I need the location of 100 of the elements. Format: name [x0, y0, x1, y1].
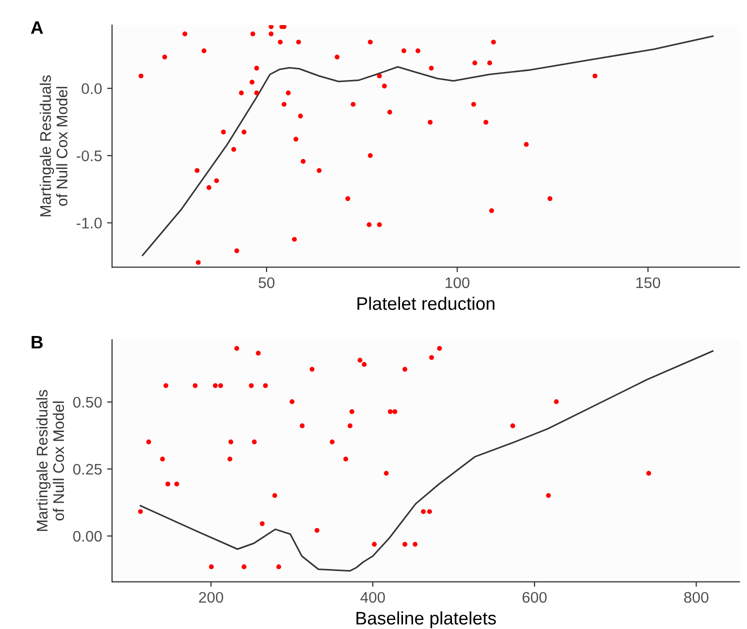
point — [268, 31, 274, 36]
point — [202, 48, 206, 54]
point — [348, 423, 352, 428]
point — [256, 350, 261, 356]
point — [298, 114, 303, 118]
point — [368, 153, 373, 158]
point — [300, 423, 305, 428]
x-axis-title: Baseline platelets — [356, 611, 496, 628]
point — [162, 54, 168, 60]
x-tick-label: 100 — [446, 277, 470, 288]
point — [238, 90, 244, 96]
point — [646, 470, 652, 476]
point — [276, 564, 282, 570]
y-tick-label: -1.0 — [76, 218, 102, 229]
point — [402, 366, 408, 372]
point — [242, 130, 246, 134]
point — [248, 383, 254, 388]
point — [314, 528, 320, 533]
point — [242, 564, 246, 570]
point — [330, 440, 335, 444]
point — [428, 120, 433, 125]
point — [234, 346, 240, 351]
point — [278, 40, 283, 45]
point — [427, 509, 432, 514]
point — [192, 383, 198, 388]
point — [362, 362, 367, 367]
point — [472, 60, 478, 66]
point — [350, 409, 354, 414]
x-tick-label: 400 — [360, 592, 385, 603]
point — [294, 136, 298, 142]
point — [272, 493, 278, 498]
point — [546, 493, 551, 498]
point — [164, 383, 168, 388]
point — [548, 196, 552, 202]
y-tick-label: -0.5 — [76, 150, 102, 162]
point — [334, 54, 340, 60]
point — [182, 31, 188, 36]
point — [524, 142, 529, 147]
point — [491, 40, 496, 45]
point — [487, 60, 492, 66]
point — [282, 102, 286, 107]
y-tick-label: 0.00 — [73, 530, 102, 542]
point — [345, 196, 350, 202]
point — [234, 248, 240, 254]
chart-title: B — [32, 336, 43, 348]
x-axis-title: Platelet reduction — [358, 296, 494, 310]
chart-title: A — [30, 21, 44, 34]
point — [377, 222, 382, 228]
point — [384, 470, 389, 476]
x-tick-label: 150 — [636, 277, 660, 288]
point — [206, 185, 212, 190]
point — [212, 383, 218, 388]
point — [218, 383, 224, 388]
point — [343, 456, 348, 462]
point — [489, 208, 494, 214]
point — [437, 346, 442, 351]
y-axis-title: Martingale Residuals of Null Cox Model — [40, 75, 68, 216]
point — [387, 110, 392, 115]
point — [290, 399, 294, 404]
point — [254, 90, 260, 96]
point — [310, 366, 314, 372]
point — [174, 482, 180, 486]
point — [138, 509, 143, 514]
point — [268, 25, 274, 30]
point — [250, 31, 256, 36]
y-tick-label: 0.0 — [82, 83, 102, 94]
point — [296, 40, 301, 45]
point — [263, 383, 268, 388]
point — [483, 120, 488, 125]
y-tick-label: 0.25 — [73, 464, 102, 475]
point — [260, 521, 265, 526]
point — [146, 440, 152, 444]
y-axis-title: Martingale Residuals of Null Cox Model — [36, 390, 64, 531]
point — [416, 48, 420, 54]
line-series — [140, 350, 714, 572]
point — [350, 102, 356, 107]
point — [214, 178, 219, 184]
x-tick-label: 50 — [258, 277, 274, 288]
point — [250, 80, 254, 85]
point — [286, 90, 291, 96]
point — [196, 260, 201, 265]
point — [282, 25, 286, 30]
point — [420, 509, 426, 514]
point — [401, 48, 406, 54]
point — [592, 74, 598, 78]
point — [254, 66, 260, 71]
point — [221, 130, 226, 134]
point — [510, 423, 516, 428]
point — [471, 102, 476, 107]
point — [300, 158, 306, 164]
point — [138, 74, 144, 78]
point — [231, 146, 236, 152]
x-tick-label: 200 — [199, 592, 224, 603]
point — [227, 456, 232, 462]
point — [388, 409, 393, 414]
x-tick-label: 800 — [684, 592, 708, 603]
x-tick-label: 600 — [522, 592, 547, 603]
y-tick-label: 0.50 — [73, 396, 102, 408]
point — [252, 440, 257, 444]
point — [208, 564, 214, 570]
